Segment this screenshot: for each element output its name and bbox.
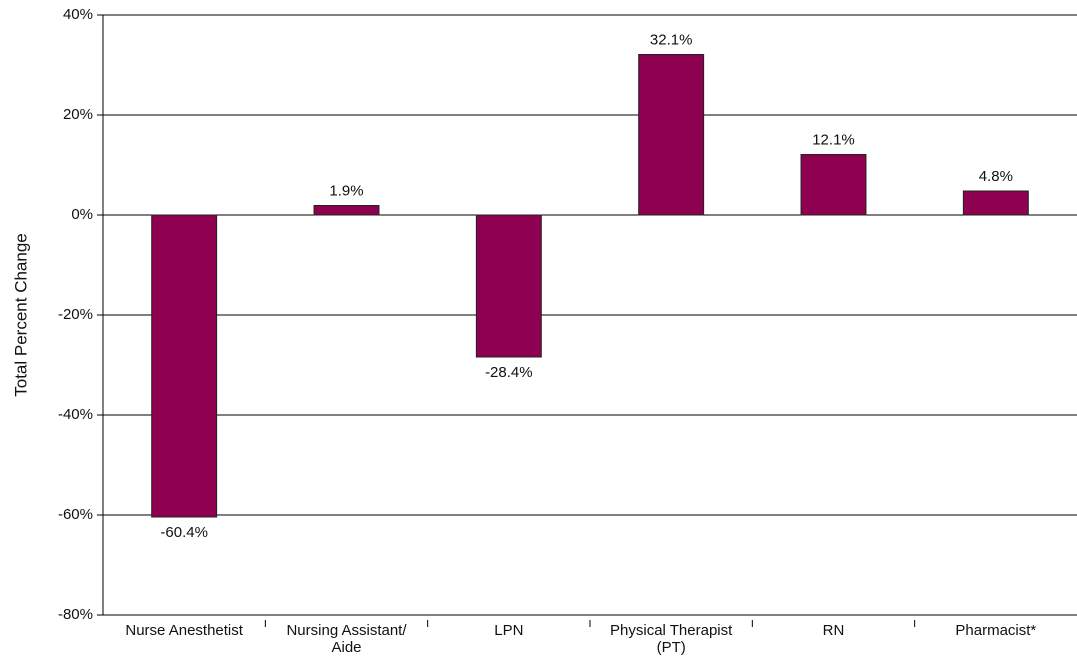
y-axis-label: Total Percent Change xyxy=(11,233,30,397)
x-tick-label: Physical Therapist (PT) xyxy=(610,622,733,656)
y-tick-label: -20% xyxy=(58,306,93,323)
x-tick-label: LPN xyxy=(494,622,523,639)
bar xyxy=(638,54,705,216)
value-label: 12.1% xyxy=(812,131,855,148)
value-label: 4.8% xyxy=(979,168,1013,185)
y-tick-label: 40% xyxy=(63,6,93,23)
bar xyxy=(800,154,867,216)
x-tick-label: Nurse Anesthetist xyxy=(125,622,243,639)
value-label: -28.4% xyxy=(485,364,533,381)
value-label: 32.1% xyxy=(650,31,693,48)
y-tick-label: 0% xyxy=(71,206,93,223)
x-tick-label: Nursing Assistant/Aide xyxy=(286,622,407,656)
y-tick-label: -60% xyxy=(58,506,93,523)
y-tick-label: -80% xyxy=(58,606,93,623)
bar xyxy=(151,214,218,518)
y-tick-label: -40% xyxy=(58,406,93,423)
bar xyxy=(313,205,380,216)
y-tick-label: 20% xyxy=(63,106,93,123)
bar xyxy=(962,190,1029,216)
x-tick-label: RN xyxy=(823,622,845,639)
bar xyxy=(475,214,542,358)
x-tick-label: Pharmacist* xyxy=(955,622,1036,639)
value-label: 1.9% xyxy=(329,182,363,199)
value-label: -60.4% xyxy=(160,524,208,541)
